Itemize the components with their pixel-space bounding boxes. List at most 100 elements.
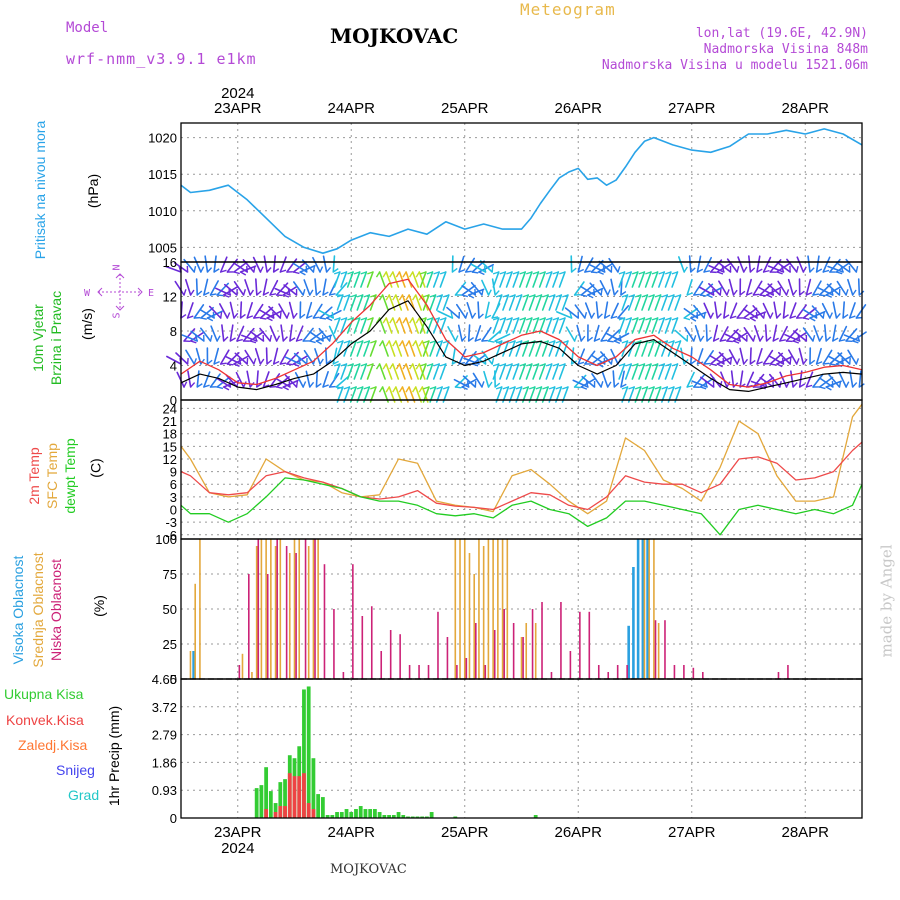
wind-barb-feather <box>249 289 255 296</box>
wind-barb <box>492 317 500 334</box>
wind-barb-feather <box>228 289 232 296</box>
wind-barb <box>322 371 329 388</box>
wind-barb <box>613 332 630 342</box>
wind-barb-feather <box>193 358 197 365</box>
wind-barb <box>552 271 560 288</box>
wind-barb <box>644 363 652 380</box>
wind-barb <box>235 371 245 388</box>
precip-total-bar <box>268 791 273 818</box>
wind-barb-feather <box>266 359 273 365</box>
wind-barb <box>584 350 596 365</box>
wind-barb-feather <box>823 362 830 365</box>
wind-barb <box>525 317 533 334</box>
wind-barb <box>581 375 596 388</box>
wind-barb-feather <box>763 362 770 365</box>
wind-barb <box>335 375 350 388</box>
wind-barb <box>817 287 834 296</box>
wind-barb <box>492 363 500 380</box>
wind-barb-feather <box>256 290 262 296</box>
wind-barb <box>815 347 822 365</box>
wind-barb <box>346 271 354 288</box>
wind-barb-feather <box>309 340 316 344</box>
wind-barb-feather <box>743 317 750 321</box>
wind-barb-feather <box>743 266 748 273</box>
wind-barb <box>767 265 785 273</box>
wind-barb <box>612 370 616 388</box>
wind-barb <box>215 287 232 296</box>
wind-barb <box>495 340 503 357</box>
wind-barb-feather <box>499 363 506 367</box>
wind-barb-feather <box>789 315 797 319</box>
wind-barb <box>495 294 503 311</box>
wind-barb-feather <box>466 380 470 388</box>
wind-barb-feather <box>370 340 377 344</box>
wind-barb-feather <box>468 294 475 299</box>
wind-barb-feather <box>402 317 407 324</box>
wind-barb <box>418 317 426 334</box>
wind-barb <box>213 255 217 273</box>
wind-barb <box>811 305 825 319</box>
wind-barb <box>832 324 837 342</box>
wind-barb-feather <box>776 271 783 275</box>
wind-barb <box>838 371 847 388</box>
wind-barb-feather <box>226 312 231 319</box>
wind-barb-feather <box>700 294 707 297</box>
wind-barb <box>292 262 308 273</box>
wind-barb-feather <box>729 357 733 365</box>
wind-barb <box>312 303 323 319</box>
wind-barb <box>532 363 540 380</box>
wind-barb-feather <box>600 288 603 296</box>
wind-barb-feather <box>411 294 417 301</box>
wind-barb <box>335 282 348 296</box>
wind-barb-feather <box>260 317 267 320</box>
wind-barb <box>624 363 633 380</box>
wind-barb <box>512 271 520 288</box>
wind-barb-feather <box>389 271 394 278</box>
wind-barb-feather <box>628 294 635 298</box>
wind-barb <box>827 265 844 273</box>
wind-barb-feather <box>347 317 354 321</box>
wind-barb <box>620 370 625 388</box>
wind-barb-feather <box>739 290 746 296</box>
wind-barb-feather <box>336 340 344 344</box>
wind-barb-feather <box>382 317 387 324</box>
wind-barb <box>558 363 566 380</box>
wind-barb-feather <box>276 386 283 389</box>
wind-barb <box>647 294 655 311</box>
wind-barb <box>378 317 386 334</box>
wind-barb-feather <box>378 294 384 301</box>
wind-barb-feather <box>716 313 722 319</box>
wind-barb-feather <box>442 386 450 390</box>
wind-barb <box>600 326 611 342</box>
wind-barb-feather <box>806 291 813 296</box>
wind-barb <box>429 340 437 357</box>
wind-barb-feather <box>499 317 506 321</box>
wind-barb-feather <box>580 335 586 342</box>
wind-barb <box>470 263 487 273</box>
y-tick-label: 25 <box>163 637 177 652</box>
wind-barb <box>708 283 722 296</box>
wind-barb-feather <box>471 312 477 319</box>
precip-total-bar <box>415 816 420 818</box>
wind-barb <box>535 294 543 311</box>
wind-barb <box>458 255 465 273</box>
wind-barb-feather <box>207 317 214 322</box>
lonlat-label: lon,lat (19.6E, 42.9N) <box>695 26 868 41</box>
wind-barb-feather <box>668 386 675 390</box>
wind-barb <box>703 350 714 365</box>
wind-barb <box>392 271 400 288</box>
wind-barb <box>835 261 851 273</box>
wind-barb <box>269 279 279 296</box>
wind-barb <box>777 351 791 365</box>
wind-barb <box>532 271 540 288</box>
wind-barb-feather <box>187 315 194 319</box>
wind-barb-feather <box>602 265 606 273</box>
wind-barb-feather <box>509 340 516 344</box>
wind-barb-feather <box>273 268 280 273</box>
wind-barb-feather <box>485 314 492 319</box>
wind-barb-feather <box>732 289 738 296</box>
wind-barb <box>664 363 672 380</box>
wind-barb-feather <box>832 337 839 342</box>
wind-barb <box>206 310 223 319</box>
wind-barb-feather <box>360 317 367 321</box>
